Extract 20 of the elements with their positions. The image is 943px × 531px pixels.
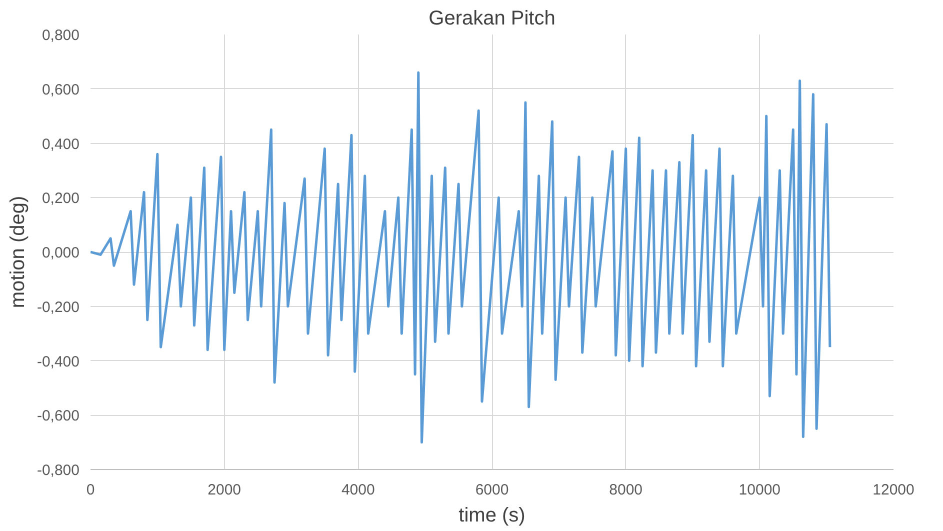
x-tick-label: 10000 [738,482,781,498]
y-tick-label: 0,200 [42,190,80,208]
x-tick-label: 2000 [208,482,242,498]
y-tick-label: 0,800 [42,27,80,44]
y-tick-label: -0,400 [36,353,80,370]
x-tick-label: 8000 [609,482,643,498]
y-tick-label: -0,200 [36,298,80,316]
y-tick-label: 0,600 [42,81,80,98]
y-tick-label: -0,800 [36,462,80,479]
x-tick-label: 4000 [341,482,375,498]
y-tick-label: -0,600 [36,408,80,425]
y-tick-label: 0,000 [42,244,80,262]
y-tick-label: 0,400 [42,136,80,153]
x-tick-label: 12000 [872,482,914,498]
x-axis-title: time (s) [458,504,526,526]
x-tick-label: 0 [86,482,95,498]
y-axis-title: motion (deg) [6,196,29,308]
line-series [90,71,832,444]
chart-title: Gerakan Pitch [428,8,556,30]
x-tick-label: 6000 [475,482,509,498]
